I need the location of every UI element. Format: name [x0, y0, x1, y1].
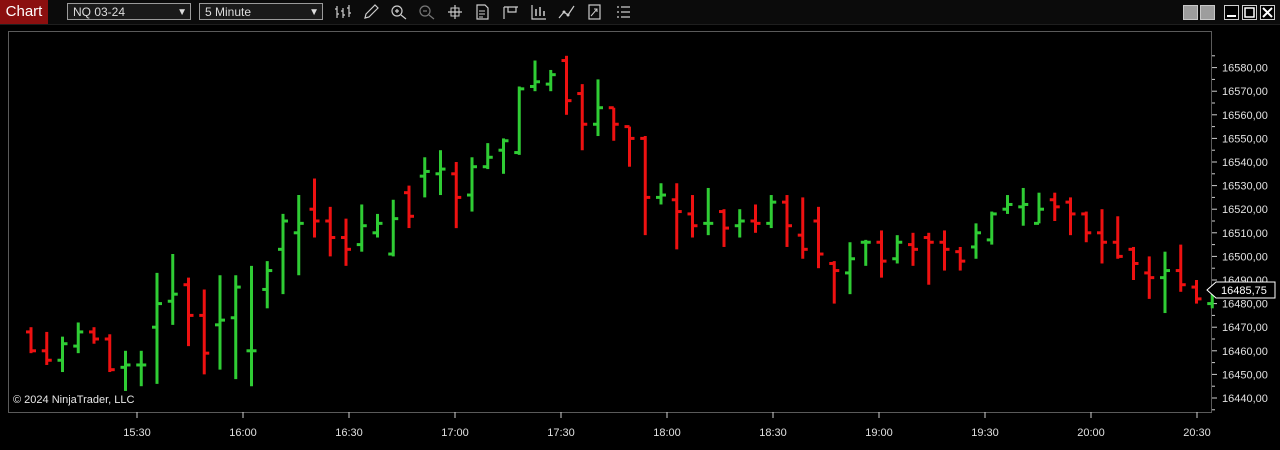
- instrument-value: NQ 03-24: [73, 5, 126, 19]
- y-tick-label: 16570,00: [1222, 86, 1268, 98]
- chart-tab[interactable]: Chart: [0, 0, 48, 24]
- y-tick-label: 16450,00: [1222, 369, 1268, 381]
- y-tick-label: 16530,00: [1222, 181, 1268, 193]
- data-box-icon[interactable]: [474, 4, 492, 20]
- last-price-label: 16485,75: [1221, 285, 1267, 297]
- window-btn-2[interactable]: [1200, 5, 1215, 20]
- x-tick-label: 20:00: [1077, 427, 1105, 439]
- x-tick-label: 20:30: [1183, 427, 1211, 439]
- x-tick-label: 19:30: [971, 427, 999, 439]
- x-tick-label: 17:30: [547, 427, 575, 439]
- crosshair-icon[interactable]: [446, 4, 464, 20]
- pencil-icon[interactable]: [362, 4, 380, 20]
- x-tick-label: 16:30: [335, 427, 363, 439]
- bars-type-icon[interactable]: [334, 4, 352, 20]
- x-tick-label: 18:30: [759, 427, 787, 439]
- zoom-out-icon[interactable]: [418, 4, 436, 20]
- y-tick-label: 16470,00: [1222, 322, 1268, 334]
- chart-toolbar: Chart NQ 03-24 ▼ 5 Minute ▼: [0, 0, 1280, 25]
- maximize-icon[interactable]: [1242, 5, 1257, 20]
- menu-list-icon[interactable]: [614, 4, 632, 20]
- x-tick-label: 17:00: [441, 427, 469, 439]
- drawing-tools-icon[interactable]: [586, 4, 604, 20]
- indicators-icon[interactable]: [558, 4, 576, 20]
- y-tick-label: 16480,00: [1222, 299, 1268, 311]
- y-tick-label: 16490,00: [1222, 275, 1268, 287]
- interval-selector[interactable]: 5 Minute ▼: [199, 3, 323, 20]
- y-tick-label: 16500,00: [1222, 251, 1268, 263]
- chevron-down-icon: ▼: [177, 7, 187, 18]
- y-tick-label: 16550,00: [1222, 133, 1268, 145]
- x-tick-label: 18:00: [653, 427, 681, 439]
- y-tick-label: 16520,00: [1222, 204, 1268, 216]
- close-icon[interactable]: [1260, 5, 1275, 20]
- y-tick-label: 16560,00: [1222, 110, 1268, 122]
- instrument-selector[interactable]: NQ 03-24 ▼: [67, 3, 191, 20]
- chart-trader-icon[interactable]: [502, 4, 520, 20]
- window-btn-1[interactable]: [1183, 5, 1198, 20]
- x-tick-label: 16:00: [229, 427, 257, 439]
- copyright-notice: © 2024 NinjaTrader, LLC: [13, 394, 135, 406]
- y-tick-label: 16510,00: [1222, 228, 1268, 240]
- interval-value: 5 Minute: [205, 5, 252, 19]
- last-price-marker: 16485,75: [1206, 281, 1276, 299]
- x-tick-label: 19:00: [865, 427, 893, 439]
- y-tick-label: 16580,00: [1222, 63, 1268, 75]
- chart-plot-area[interactable]: [8, 31, 1212, 413]
- strategies-icon[interactable]: [530, 4, 548, 20]
- minimize-icon[interactable]: [1224, 5, 1239, 20]
- y-tick-label: 16440,00: [1222, 393, 1268, 405]
- zoom-in-icon[interactable]: [390, 4, 408, 20]
- chevron-down-icon: ▼: [309, 7, 319, 18]
- y-tick-label: 16540,00: [1222, 157, 1268, 169]
- x-tick-label: 15:30: [123, 427, 151, 439]
- y-tick-label: 16460,00: [1222, 346, 1268, 358]
